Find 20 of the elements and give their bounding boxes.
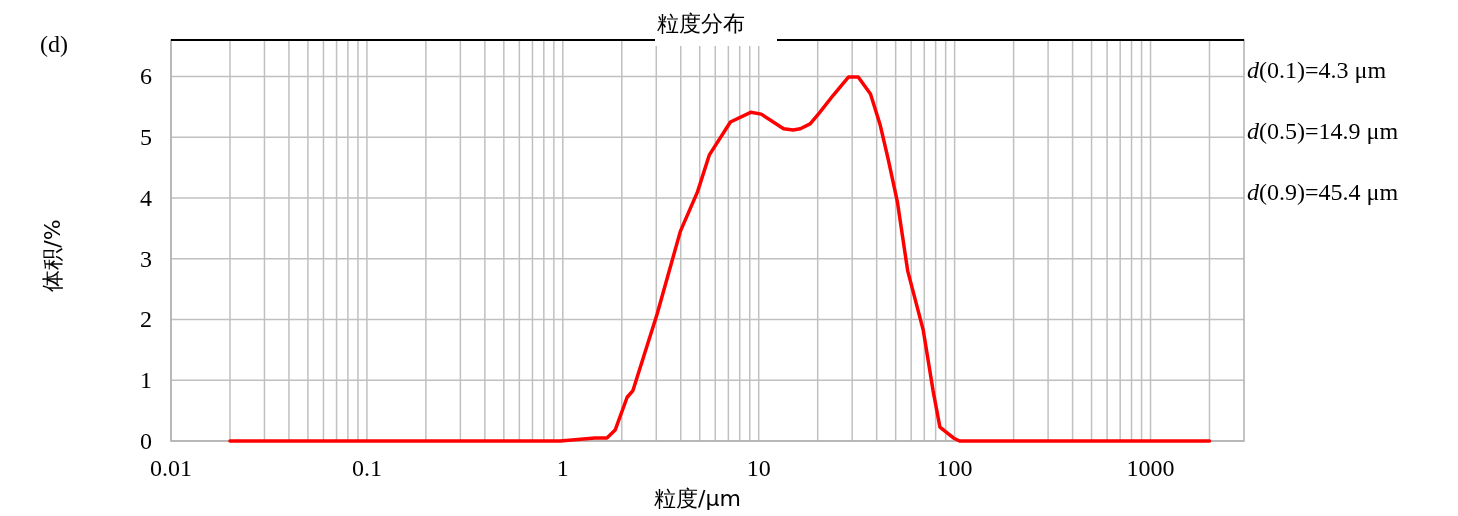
y-axis-title: 体积/% <box>40 219 65 292</box>
x-tick-label: 1 <box>556 455 569 481</box>
y-tick-label: 2 <box>140 306 152 333</box>
text: (d) <box>40 31 68 57</box>
text: d(0.5)=14.9 μm <box>1247 118 1399 144</box>
y-tick-label: 6 <box>140 63 152 90</box>
y-tick-label: 0 <box>140 428 152 454</box>
x-tick-label: 100 <box>936 455 973 481</box>
text: d(0.1)=4.3 μm <box>1247 57 1387 83</box>
chart-title: 粒度分布 <box>656 11 745 36</box>
x-tick-label: 1000 <box>1126 455 1175 481</box>
x-tick-label: 0.01 <box>150 455 192 481</box>
x-tick-label: 10 <box>746 455 771 481</box>
x-tick-label: 0.1 <box>351 455 382 481</box>
text: d(0.9)=45.4 μm <box>1247 179 1399 205</box>
y-tick-label: 5 <box>140 124 152 151</box>
y-tick-label: 3 <box>140 245 152 272</box>
x-axis-title: 粒度/μm <box>654 486 741 511</box>
y-tick-label: 1 <box>140 367 152 394</box>
y-tick-label: 4 <box>140 184 152 211</box>
